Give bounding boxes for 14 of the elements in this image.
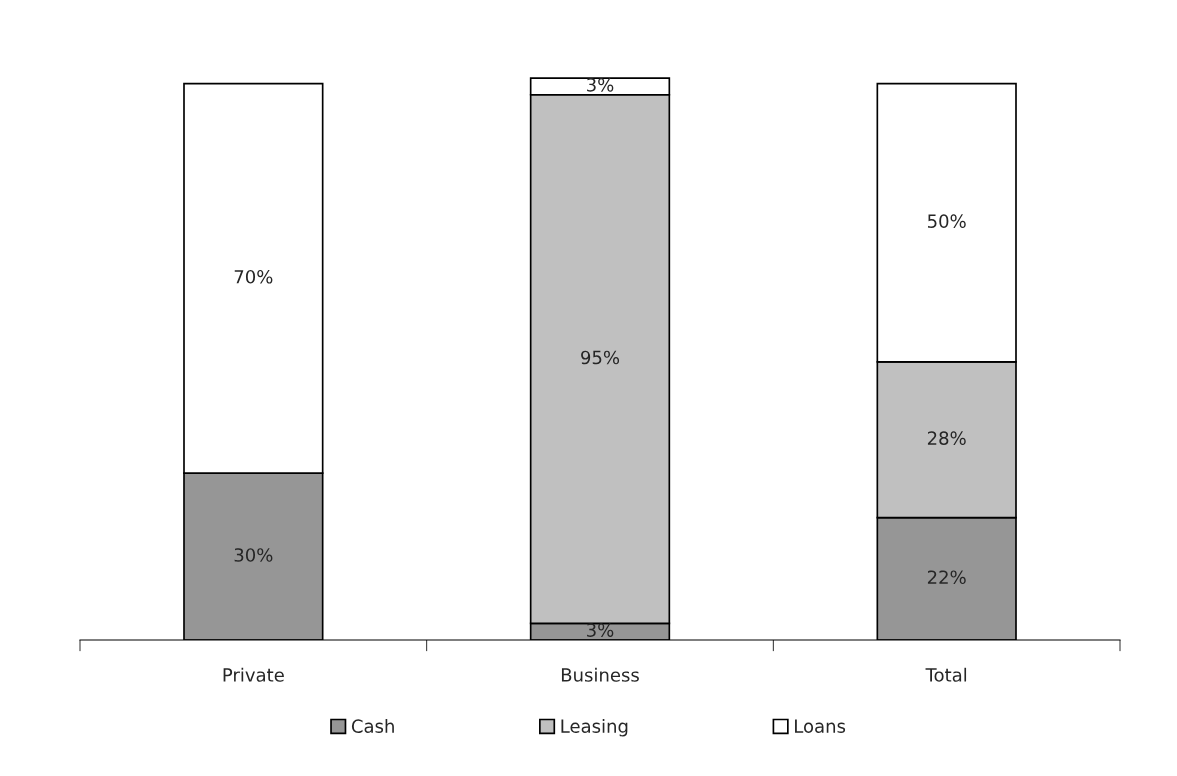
data-label: 22% [927,570,966,585]
data-label: 3% [587,78,614,92]
legend-label: Loans [795,719,846,733]
x-tick-label: Business [561,667,639,682]
data-label: 70% [234,269,273,284]
data-label: 30% [234,548,273,562]
legend-label: Cash [351,719,394,733]
data-label: 50% [927,214,966,228]
data-label: 28% [927,431,966,445]
x-tick-label: Private [223,667,284,682]
x-tick-label: Total [925,667,967,682]
data-label: 3% [587,623,614,637]
data-label: 95% [581,350,620,365]
legend-label: Leasing [561,719,628,737]
